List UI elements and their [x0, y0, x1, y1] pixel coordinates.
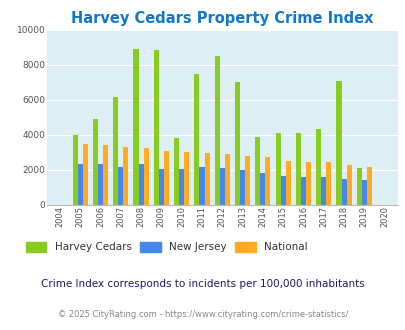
- Bar: [260, 173, 265, 205]
- Bar: [179, 169, 184, 205]
- Bar: [300, 177, 305, 205]
- Bar: [305, 162, 310, 205]
- Bar: [93, 119, 98, 205]
- Bar: [77, 164, 83, 205]
- Bar: [255, 137, 260, 205]
- Bar: [265, 156, 270, 205]
- Bar: [224, 154, 229, 205]
- Bar: [245, 156, 249, 205]
- Bar: [326, 162, 330, 205]
- Bar: [98, 164, 103, 205]
- Bar: [72, 135, 77, 205]
- Bar: [346, 165, 351, 205]
- Bar: [174, 138, 179, 205]
- Bar: [164, 151, 168, 205]
- Bar: [113, 97, 118, 205]
- Bar: [356, 168, 361, 205]
- Bar: [275, 133, 280, 205]
- Bar: [320, 177, 326, 205]
- Text: Crime Index corresponds to incidents per 100,000 inhabitants: Crime Index corresponds to incidents per…: [41, 279, 364, 289]
- Bar: [153, 50, 158, 205]
- Bar: [361, 180, 366, 205]
- Bar: [214, 56, 219, 205]
- Bar: [143, 148, 148, 205]
- Bar: [123, 147, 128, 205]
- Bar: [366, 167, 371, 205]
- Bar: [199, 167, 204, 205]
- Bar: [184, 152, 189, 205]
- Bar: [280, 176, 285, 205]
- Bar: [133, 49, 138, 205]
- Text: © 2025 CityRating.com - https://www.cityrating.com/crime-statistics/: © 2025 CityRating.com - https://www.city…: [58, 310, 347, 319]
- Bar: [219, 168, 224, 205]
- Bar: [234, 82, 239, 205]
- Bar: [204, 153, 209, 205]
- Bar: [341, 179, 346, 205]
- Bar: [295, 133, 300, 205]
- Bar: [158, 169, 164, 205]
- Bar: [285, 161, 290, 205]
- Legend: Harvey Cedars, New Jersey, National: Harvey Cedars, New Jersey, National: [26, 242, 307, 252]
- Bar: [83, 144, 87, 205]
- Bar: [315, 128, 320, 205]
- Bar: [194, 74, 199, 205]
- Bar: [239, 171, 245, 205]
- Bar: [336, 81, 341, 205]
- Bar: [103, 145, 108, 205]
- Bar: [138, 164, 143, 205]
- Bar: [118, 167, 123, 205]
- Title: Harvey Cedars Property Crime Index: Harvey Cedars Property Crime Index: [71, 11, 373, 26]
